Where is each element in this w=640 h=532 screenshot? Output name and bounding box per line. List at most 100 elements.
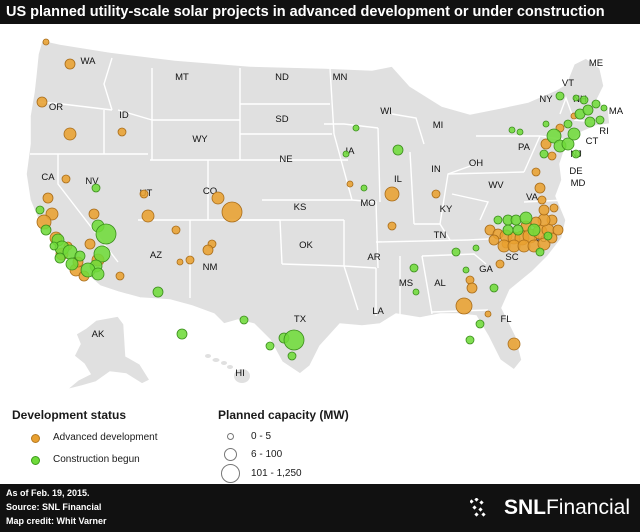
advanced-project-marker: [495, 259, 505, 269]
advanced-project-marker: [117, 127, 127, 137]
state-label-az: AZ: [150, 250, 162, 261]
advanced-project-marker: [466, 282, 478, 294]
state-label-wi: WI: [380, 106, 392, 117]
construction-project-marker: [74, 250, 86, 262]
footer: As of Feb. 19, 2015. Source: SNL Financi…: [0, 484, 640, 532]
state-border: [375, 239, 469, 243]
construction-project-marker: [584, 116, 596, 128]
state-label-fl: FL: [500, 314, 511, 325]
construction-project-marker: [535, 247, 545, 257]
state-label-ri: RI: [599, 126, 609, 137]
state-label-nm: NM: [203, 262, 218, 273]
construction-project-marker: [493, 215, 503, 225]
date-note: As of Feb. 19, 2015.: [6, 488, 90, 498]
state-label-wy: WY: [192, 134, 208, 145]
construction-project-marker: [65, 257, 79, 271]
construction-project-marker: [40, 224, 52, 236]
construction-project-marker: [49, 241, 59, 251]
construction-project-marker: [451, 247, 461, 257]
advanced-project-marker: [531, 167, 541, 177]
state-border: [377, 127, 381, 203]
state-label-nv: NV: [85, 176, 99, 187]
construction-project-marker: [510, 214, 522, 226]
construction-project-marker: [595, 115, 605, 125]
state-border: [117, 109, 153, 121]
advanced-project-marker: [115, 271, 125, 281]
advanced-project-marker: [455, 297, 473, 315]
advanced-project-marker: [384, 186, 400, 202]
source-note: Source: SNL Financial: [6, 502, 102, 512]
state-border: [391, 113, 425, 145]
construction-project-marker: [527, 223, 541, 237]
construction-project-marker: [561, 137, 575, 151]
advanced-project-marker: [139, 189, 149, 199]
us-map-svg: WAORCANVIDMTWYUTAZCONMNDSDNEKSOKTXMNIAMO…: [25, 38, 624, 391]
construction-project-marker: [502, 224, 514, 236]
state-label-ny: NY: [539, 94, 553, 105]
construction-project-marker: [176, 328, 188, 340]
construction-project-marker: [392, 144, 404, 156]
construction-swatch: [31, 456, 40, 465]
state-label-md: MD: [571, 178, 586, 189]
contiguous-us-shape: [25, 39, 611, 375]
state-label-il: IL: [394, 174, 402, 185]
status-legend-heading: Development status: [12, 408, 127, 422]
construction-project-marker: [582, 104, 594, 116]
construction-project-marker: [342, 150, 350, 158]
state-label-ms: MS: [399, 278, 413, 289]
construction-project-marker: [539, 149, 549, 159]
state-label-or: OR: [49, 102, 63, 113]
advanced-swatch: [31, 434, 40, 443]
project-dots: [35, 38, 608, 361]
state-border: [333, 133, 353, 201]
construction-project-marker: [412, 288, 420, 296]
size-large-label: 101 - 1,250: [251, 468, 302, 479]
construction-project-marker: [472, 244, 480, 252]
state-label-ca: CA: [41, 172, 55, 183]
snl-logo-text: SNLFinancial: [504, 495, 630, 521]
construction-project-marker: [516, 128, 524, 136]
state-label-tn: TN: [434, 230, 447, 241]
advanced-project-marker: [540, 138, 552, 150]
state-label-co: CO: [203, 186, 217, 197]
construction-project-marker: [512, 224, 524, 236]
advanced-project-marker: [431, 189, 441, 199]
advanced-project-marker: [84, 238, 96, 250]
construction-project-marker: [546, 128, 562, 144]
advanced-project-marker: [537, 237, 551, 251]
state-label-ar: AR: [367, 252, 380, 263]
state-label-pa: PA: [518, 142, 531, 153]
construction-project-marker: [571, 149, 581, 159]
construction-project-marker: [543, 231, 553, 241]
state-label-wv: WV: [488, 180, 504, 191]
construction-project-marker: [287, 351, 297, 361]
state-label-hi: HI: [235, 368, 245, 379]
state-label-va: VA: [526, 192, 539, 203]
advanced-project-marker: [538, 204, 550, 216]
construction-project-marker: [475, 319, 485, 329]
advanced-project-marker: [202, 244, 214, 256]
state-label-al: AL: [434, 278, 446, 289]
state-border: [421, 253, 487, 265]
logo-financial: Financial: [545, 496, 630, 519]
construction-project-marker: [542, 120, 550, 128]
construction-project-marker: [489, 283, 499, 293]
state-label-tx: TX: [294, 314, 307, 325]
advanced-project-marker: [36, 96, 48, 108]
advanced-project-marker: [42, 192, 54, 204]
advanced-project-marker: [42, 38, 50, 46]
state-label-ne: NE: [279, 154, 292, 165]
state-label-nd: ND: [275, 72, 289, 83]
state-label-de: DE: [569, 166, 582, 177]
state-label-sc: SC: [505, 252, 518, 263]
advanced-project-marker: [488, 234, 500, 246]
state-label-ak: AK: [92, 329, 105, 340]
size-medium-label: 6 - 100: [251, 449, 283, 460]
construction-project-marker: [591, 99, 601, 109]
size-small-label: 0 - 5: [251, 431, 272, 442]
state-label-oh: OH: [469, 158, 483, 169]
advanced-project-marker: [537, 195, 547, 205]
state-border: [324, 123, 379, 129]
construction-project-marker: [462, 266, 470, 274]
advanced-project-marker: [387, 221, 397, 231]
